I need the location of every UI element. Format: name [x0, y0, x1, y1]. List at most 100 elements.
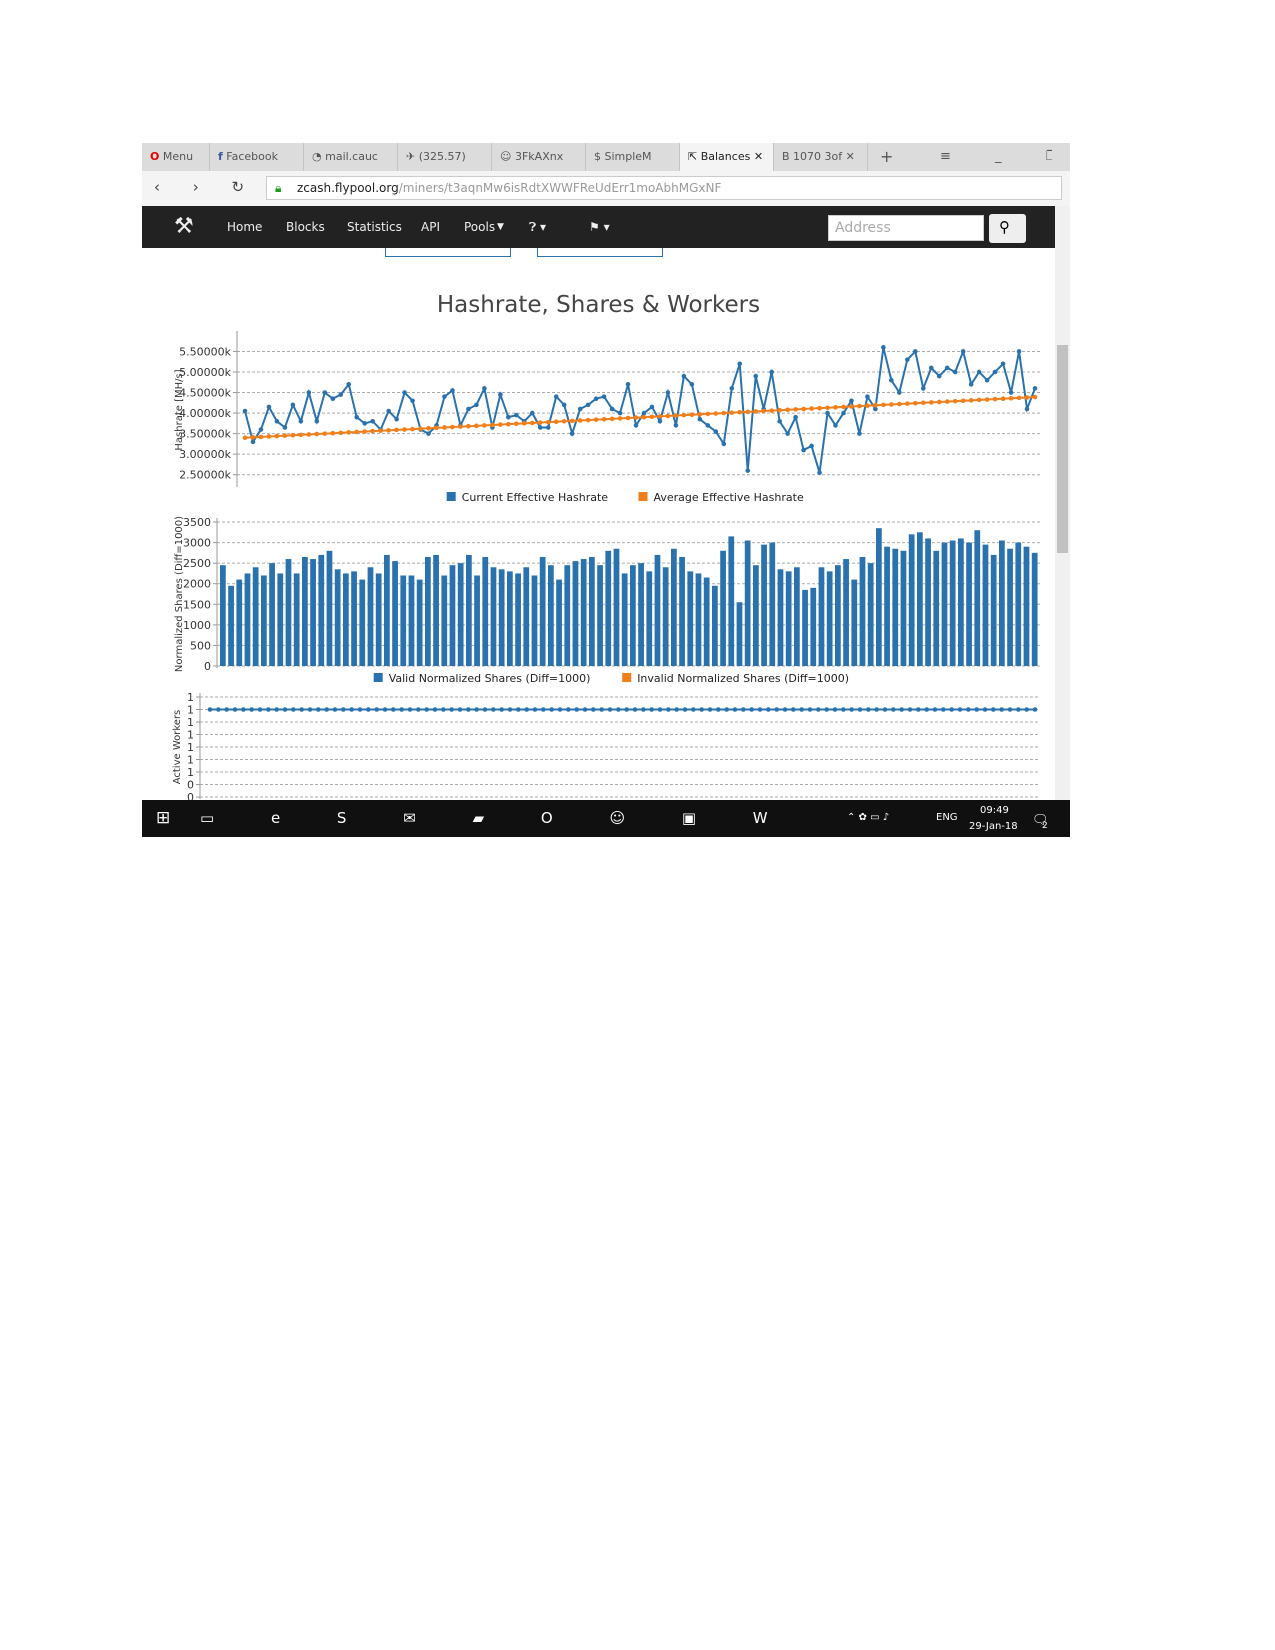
data-point	[799, 707, 804, 712]
data-point	[761, 408, 766, 414]
tab[interactable]: ⇱ Balances ✕	[680, 143, 774, 171]
data-point	[681, 373, 687, 379]
bar	[392, 561, 398, 666]
notifications-icon[interactable]: 🗨︎	[1032, 813, 1049, 828]
bar	[802, 589, 808, 666]
y-tick-label: 1	[187, 729, 194, 742]
data-point	[737, 409, 743, 415]
tab[interactable]: f Facebook	[210, 143, 304, 171]
data-point	[841, 707, 846, 712]
data-point	[507, 707, 513, 712]
search-input[interactable]: Address	[828, 215, 984, 241]
tab-label: 1070 3of	[793, 150, 843, 163]
bar	[269, 563, 275, 666]
tab[interactable]: O Menu	[142, 143, 210, 171]
bar	[884, 546, 890, 666]
tab[interactable]: $ SimpleM	[586, 143, 680, 171]
language[interactable]: ENG	[936, 812, 958, 823]
bar	[933, 550, 940, 666]
data-point	[729, 410, 735, 415]
data-point	[282, 707, 288, 712]
taskbar-apps[interactable]: ▭ e S ✉ ▰ O ☺ ▣ W	[200, 809, 794, 827]
data-point	[349, 707, 354, 712]
bar	[498, 569, 505, 666]
data-point	[324, 707, 329, 712]
data-point	[242, 435, 248, 441]
data-point	[307, 707, 313, 712]
data-point	[449, 707, 454, 712]
data-point	[537, 425, 543, 430]
data-point	[932, 707, 938, 712]
tab-label: Menu	[162, 150, 194, 163]
nav-link[interactable]: Pools	[464, 220, 496, 234]
nav-link[interactable]: Statistics	[347, 220, 402, 234]
data-point	[370, 428, 375, 434]
data-point	[330, 396, 336, 401]
y-tick-label: 500	[190, 639, 211, 652]
bar	[613, 548, 620, 666]
data-point	[944, 365, 950, 371]
data-point	[354, 414, 360, 420]
language-menu[interactable]: ⚑ ▾	[589, 220, 610, 234]
bar	[343, 573, 349, 666]
clock-date[interactable]: 29-Jan-18	[969, 821, 1018, 832]
window-controls[interactable]: ≡ _ ❐ ✕	[940, 149, 1052, 164]
data-point	[569, 431, 575, 436]
bar	[662, 567, 669, 666]
nav-link[interactable]: Blocks	[286, 220, 325, 234]
tray-icons[interactable]: ⌃ ✿ ▭ ♪	[847, 812, 890, 823]
url-field[interactable]: 🔒︎ zcash.flypool.org/miners/t3aqnMw6isRd…	[266, 176, 1062, 200]
nav-link[interactable]: Home	[227, 220, 263, 234]
bar	[785, 571, 792, 666]
start-button[interactable]: ⊞	[156, 808, 171, 828]
data-point	[322, 431, 328, 436]
new-tab[interactable]: +	[880, 147, 894, 166]
scrollbar-thumb[interactable]	[1057, 345, 1068, 553]
data-point	[769, 408, 774, 413]
data-point	[737, 361, 743, 367]
data-point	[745, 409, 751, 415]
logo[interactable]: ⚒	[174, 214, 194, 239]
data-point	[769, 369, 774, 375]
data-point	[322, 390, 328, 395]
data-point	[274, 419, 280, 424]
data-point	[266, 434, 272, 439]
data-point	[641, 414, 647, 420]
bar	[433, 554, 439, 666]
data-point	[491, 707, 496, 712]
tab[interactable]: ◔ mail.cauc	[304, 143, 398, 171]
bar	[302, 556, 308, 666]
legend-swatch	[622, 673, 632, 682]
nav-link[interactable]: API	[421, 220, 440, 234]
y-tick-label: 1	[187, 754, 194, 767]
nav-buttons[interactable]: ‹ › ↻ ▦	[154, 178, 306, 196]
button-edge	[537, 248, 663, 257]
data-point	[341, 707, 346, 712]
data-point	[913, 400, 918, 406]
data-point	[442, 425, 447, 430]
data-point	[1000, 396, 1006, 401]
data-point	[394, 416, 399, 422]
clock-time[interactable]: 09:49	[980, 805, 1009, 816]
data-point	[316, 707, 321, 712]
data-point	[298, 419, 304, 424]
data-point	[976, 369, 982, 375]
data-point	[386, 428, 391, 433]
y-tick-label: 5.50000k	[179, 345, 231, 358]
tab[interactable]: ✈ (325.57)	[398, 143, 492, 171]
bar	[974, 530, 981, 666]
bar	[867, 563, 874, 666]
data-point	[616, 707, 621, 712]
data-point	[274, 433, 280, 439]
bar	[293, 573, 300, 666]
tab[interactable]: ☺ 3FkAXnx	[492, 143, 586, 171]
search-button[interactable]: ⚲	[989, 214, 1026, 243]
tab[interactable]: B 1070 3of ✕	[774, 143, 868, 171]
data-point	[857, 707, 863, 712]
data-point	[724, 707, 729, 712]
bar	[441, 575, 448, 666]
data-point	[290, 402, 296, 408]
data-point	[474, 402, 479, 408]
bar	[449, 565, 456, 666]
help-menu[interactable]: ❓︎ ▾	[529, 220, 547, 234]
